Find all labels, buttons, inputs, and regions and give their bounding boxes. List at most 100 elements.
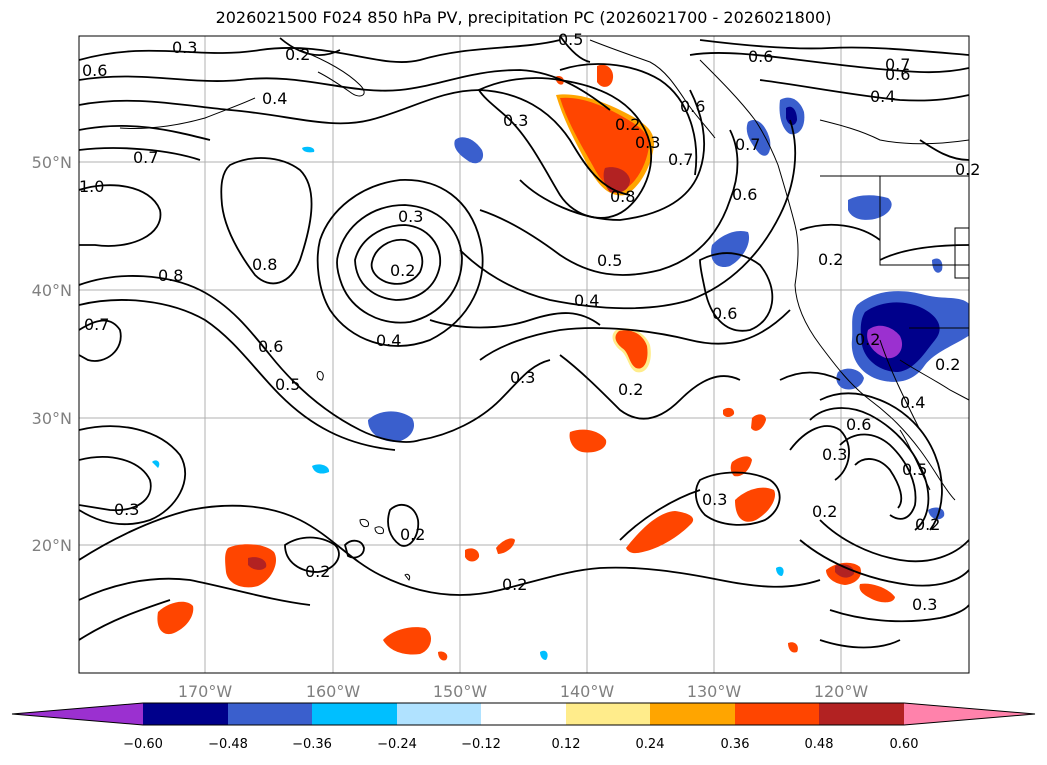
contour-label: 0.6: [712, 304, 737, 323]
precip-negative-area: [454, 137, 484, 164]
colorbar-segment: [566, 703, 650, 725]
contour-label: 0.2: [618, 380, 643, 399]
precip-positive-area: [751, 414, 766, 431]
colorbar-tick: 0.48: [805, 737, 834, 752]
colorbar-tick: −0.36: [292, 737, 332, 752]
lon-label: 130°W: [687, 682, 742, 701]
colorbar-segment: [143, 703, 228, 725]
precipitation-fills: [152, 64, 969, 661]
precip-positive-area: [560, 97, 650, 191]
precip-positive-area: [730, 456, 752, 477]
colorbar-tick: −0.12: [461, 737, 501, 752]
colorbar-segment: [228, 703, 312, 725]
contour-label: 1.0: [79, 177, 104, 196]
latitude-labels: 50°N 40°N 30°N 20°N: [32, 153, 72, 555]
contour-label: 0.3: [635, 133, 660, 152]
lon-label: 120°W: [814, 682, 869, 701]
contour-label: 0.7: [885, 55, 910, 74]
precip-positive-area: [603, 167, 630, 193]
lat-label: 50°N: [32, 153, 72, 172]
colorbar-tick: 0.36: [721, 737, 750, 752]
contour-label: 0.8: [610, 187, 635, 206]
contour-label: 0.3: [172, 38, 197, 57]
precip-positive-area: [465, 548, 480, 562]
precip-positive-area: [859, 583, 895, 603]
map-frame: [78, 35, 970, 674]
precip-positive-area: [383, 627, 432, 655]
contour-label: 0.2: [615, 115, 640, 134]
precip-positive-area: [157, 601, 194, 635]
contour-label: 0.6: [732, 185, 757, 204]
contour-label: 0.8: [252, 255, 277, 274]
contour-labels: 0.3 0.2 0.5 0.7 0.6 0.4 0.7 1.0 0.8 0.8 …: [79, 30, 980, 614]
precip-positive-area: [735, 487, 776, 522]
colorbar-ticks: −0.60 −0.48 −0.36 −0.24 −0.12 0.12 0.24 …: [123, 737, 918, 752]
precip-negative-area: [152, 460, 160, 468]
colorbar-segment: [481, 703, 566, 725]
precip-negative-area: [867, 325, 903, 359]
contour-label: 0.8: [158, 266, 183, 285]
graticule: [79, 36, 969, 673]
lon-label: 170°W: [178, 682, 233, 701]
precip-negative-area: [302, 146, 315, 153]
precip-positive-area: [569, 429, 607, 453]
contour-label: 0.2: [955, 160, 980, 179]
precip-negative-area: [711, 230, 750, 268]
contour-label: 0.2: [400, 525, 425, 544]
colorbar-segment: [735, 703, 819, 725]
colorbar-tick: −0.48: [208, 737, 248, 752]
colorbar-tick: −0.24: [377, 737, 417, 752]
contour-label: 0.5: [275, 375, 300, 394]
contour-label: 0.4: [376, 331, 401, 350]
contour-label: 0.3: [510, 368, 535, 387]
contour-label: 0.7: [735, 135, 760, 154]
lon-label: 140°W: [560, 682, 615, 701]
contour-label: 0.2: [935, 355, 960, 374]
contour-label: 0.2: [305, 562, 330, 581]
precip-positive-area: [248, 557, 267, 570]
contour-label: 0.5: [558, 30, 583, 49]
colorbar-extend-high: [904, 703, 1035, 725]
pv-contours: [79, 36, 969, 649]
lat-label: 20°N: [32, 536, 72, 555]
colorbar-tick: 0.24: [636, 737, 665, 752]
precip-positive-area: [723, 407, 735, 417]
lat-label: 40°N: [32, 281, 72, 300]
precip-negative-area: [746, 120, 771, 156]
colorbar-tick: −0.60: [123, 737, 163, 752]
colorbar-segment: [312, 703, 397, 725]
precip-positive-area: [835, 564, 855, 578]
precip-positive-area: [788, 642, 798, 653]
contour-label: 0.3: [912, 595, 937, 614]
contour-label: 0.2: [390, 261, 415, 280]
contour-label: 0.4: [870, 87, 895, 106]
contour-label: 0.6: [680, 97, 705, 116]
contour-label: 0.3: [114, 500, 139, 519]
contour-label: 0.6: [846, 415, 871, 434]
precip-positive-area: [597, 64, 614, 87]
precip-positive-area: [438, 651, 448, 661]
colorbar-segment: [650, 703, 735, 725]
contour-label: 0.5: [902, 460, 927, 479]
lon-label: 160°W: [306, 682, 361, 701]
colorbar-tick: 0.60: [890, 737, 919, 752]
coastlines: [119, 39, 969, 581]
contour-label: 0.7: [668, 150, 693, 169]
precip-negative-area: [932, 258, 943, 273]
contour-label: 0.6: [885, 65, 910, 84]
contour-label: 0.4: [262, 89, 287, 108]
colorbar: −0.60 −0.48 −0.36 −0.24 −0.12 0.12 0.24 …: [11, 702, 1036, 752]
contour-label: 0.4: [574, 291, 599, 310]
contour-label: 0.7: [84, 315, 109, 334]
precip-negative-area: [776, 566, 784, 576]
contour-label: 0.6: [258, 337, 283, 356]
contour-label: 0.2: [915, 515, 940, 534]
contour-label: 0.4: [900, 393, 925, 412]
precip-positive-area: [626, 511, 694, 554]
contour-label: 0.3: [702, 490, 727, 509]
precip-negative-area: [786, 106, 797, 126]
precip-negative-area: [312, 464, 330, 474]
contour-label: 0.7: [133, 148, 158, 167]
map-title: 2026021500 F024 850 hPa PV, precipitatio…: [215, 8, 832, 27]
